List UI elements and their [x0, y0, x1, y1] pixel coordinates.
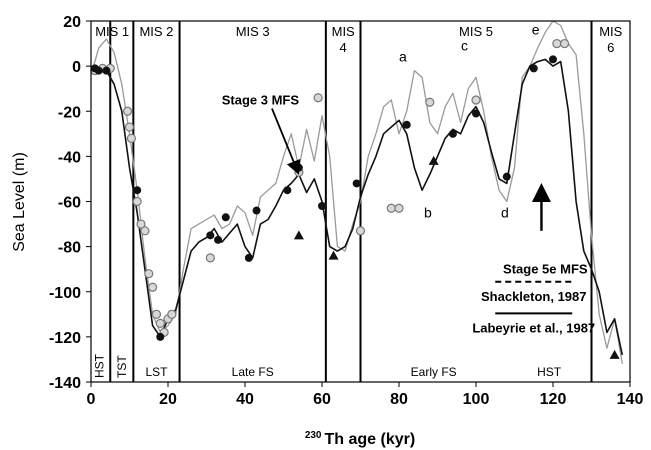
- open-circle-point: [126, 133, 137, 143]
- peak-letter-label: c: [461, 37, 468, 53]
- open-circle-point: [122, 106, 133, 116]
- filled-circle-point: [252, 206, 261, 215]
- annotation-arrow: [271, 108, 301, 175]
- x-tick-label: 80: [390, 391, 408, 408]
- stage-label-line2: 6: [607, 40, 614, 55]
- y-tick-label: -20: [58, 104, 81, 121]
- filled-circle-point: [529, 64, 538, 73]
- open-circle-point: [559, 38, 570, 49]
- filled-circle-point: [402, 120, 411, 129]
- open-circle-point: [355, 226, 366, 236]
- annotation-label: Stage 3 MFS: [222, 92, 300, 107]
- open-circle-point: [140, 226, 150, 236]
- open-circle-point: [155, 318, 165, 328]
- stage-label: MIS: [332, 24, 355, 39]
- axis-ticks: 0 20 40 60 80 100 120 140 20 0 -20 -40 -60 -80 -100 -12…: [49, 14, 643, 408]
- filled-circle-point: [206, 231, 215, 240]
- series-lines: [90, 20, 624, 382]
- filled-triangle-point: [328, 250, 339, 260]
- y-tick-label: -80: [58, 240, 81, 257]
- peak-letter-label: d: [501, 204, 509, 220]
- open-circle-point: [151, 309, 162, 319]
- x-tick-label: 60: [313, 391, 331, 408]
- open-circle-point: [132, 196, 142, 207]
- legend-label: Labeyrie et al., 1987: [472, 320, 595, 335]
- open-circle-point: [386, 203, 396, 213]
- stage-label: MIS: [599, 24, 622, 39]
- phase-label: TST: [115, 355, 129, 378]
- stage-label-line2: 4: [340, 40, 347, 55]
- open-circle-point: [394, 203, 404, 213]
- filled-triangle-point: [609, 349, 620, 359]
- filled-circle-point: [94, 66, 103, 75]
- filled-circle-point: [133, 186, 142, 195]
- open-circle-point: [471, 95, 481, 105]
- filled-circle-point: [352, 179, 361, 188]
- open-circle-point: [205, 253, 215, 263]
- phase-label: HST: [92, 353, 106, 378]
- x-tick-label: 140: [617, 391, 644, 408]
- x-tick-label: 120: [540, 391, 567, 408]
- open-circle-point: [167, 309, 177, 319]
- stage-label: MIS 2: [139, 24, 173, 39]
- filled-circle-point: [549, 55, 557, 64]
- filled-circle-point: [221, 213, 230, 222]
- stage-label: MIS 1: [95, 24, 129, 39]
- x-tick-label: 20: [159, 391, 177, 408]
- x-axis-label-text: Th age (kyr): [325, 431, 416, 448]
- open-circle-point: [313, 93, 323, 103]
- filled-circle-point: [502, 172, 511, 181]
- labeyrie-series-line: [90, 58, 624, 356]
- phase-label: LST: [145, 365, 168, 379]
- filled-circle-point: [448, 129, 457, 138]
- x-axis-label-superscript: 230: [305, 430, 322, 441]
- y-tick-label: 0: [72, 59, 81, 76]
- peak-letter-label: b: [424, 204, 432, 220]
- stage-label: MIS 3: [236, 24, 270, 39]
- y-tick-label: -140: [49, 375, 81, 392]
- peak-letter-label: a: [399, 49, 407, 65]
- peak-letter-label: e: [532, 22, 540, 38]
- x-tick-label: 0: [87, 391, 96, 408]
- y-tick-label: -120: [49, 330, 81, 347]
- phase-label: Early FS: [411, 365, 457, 379]
- filled-triangle-point: [293, 230, 304, 240]
- x-tick-label: 40: [236, 391, 254, 408]
- filled-circle-point: [283, 186, 292, 195]
- y-tick-label: -60: [58, 195, 81, 212]
- open-circle-point: [144, 269, 154, 279]
- annotation-label: Stage 5e MFS: [503, 262, 588, 277]
- y-tick-label: -40: [58, 149, 81, 166]
- filled-circle-point: [102, 66, 111, 75]
- phase-label: HST: [537, 365, 562, 379]
- legend-label: Shackleton, 1987: [481, 289, 587, 304]
- y-axis-label: Sea Level (m): [11, 152, 28, 252]
- filled-circle-point: [318, 202, 326, 211]
- filled-circle-point: [214, 235, 223, 244]
- open-circle-point: [148, 282, 158, 292]
- open-circle-point: [425, 97, 435, 107]
- filled-circle-point: [156, 332, 165, 341]
- filled-triangle-point: [428, 155, 439, 165]
- y-tick-label: -100: [49, 285, 81, 302]
- open-circle-point: [124, 122, 135, 132]
- stage-label: MIS 5: [459, 24, 493, 39]
- x-axis-label: 230 Th age (kyr): [305, 430, 415, 448]
- open-circle-point: [552, 38, 562, 49]
- filled-circle-point: [244, 253, 253, 262]
- open-circle-point: [136, 219, 146, 229]
- y-tick-label: 20: [63, 14, 81, 31]
- filled-circle-point: [472, 109, 480, 118]
- x-tick-label: 100: [463, 391, 490, 408]
- phase-label: Late FS: [232, 365, 274, 379]
